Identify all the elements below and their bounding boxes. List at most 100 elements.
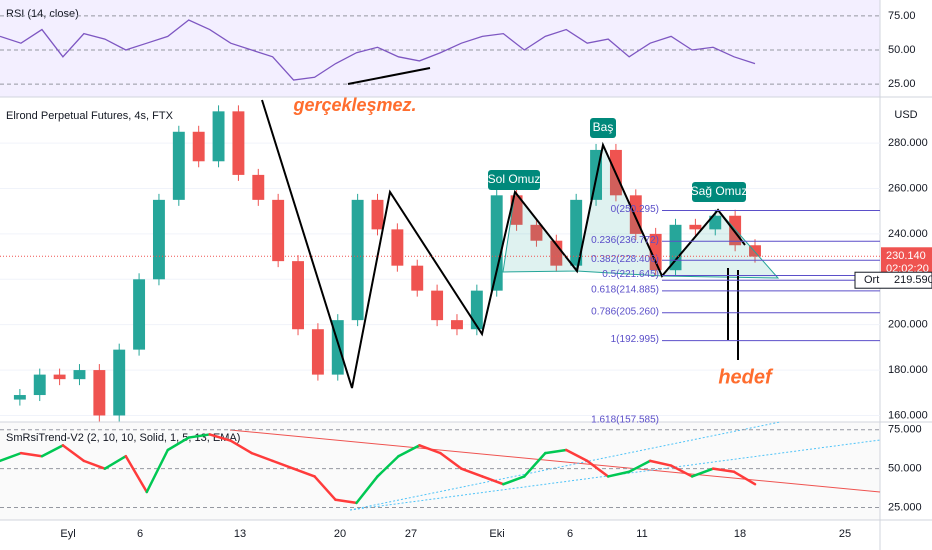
smrsi-segment (355, 475, 379, 505)
smrsi-segment (669, 464, 694, 478)
candle-body (490, 195, 503, 291)
y-tick-label: 240.000 (888, 228, 928, 240)
y-tick-label: 25.000 (888, 501, 922, 513)
y-tick-label: 25.00 (888, 78, 916, 90)
y-tick-label: 180.000 (888, 364, 928, 376)
fib-label: 0.382(228.406) (591, 254, 659, 265)
smrsi-segment (481, 475, 505, 486)
smrsi-segment (606, 470, 631, 478)
average-name: Ort (864, 274, 879, 286)
smrsi-segment (166, 436, 190, 452)
y-tick-label: 50.000 (888, 463, 922, 475)
candle-body (391, 229, 404, 266)
x-tick-label: 20 (334, 528, 346, 540)
fib-label: 0(250.295) (611, 204, 659, 215)
zigzag (261, 99, 746, 389)
candle-body (73, 370, 86, 380)
smrsi-segment (523, 451, 547, 478)
smrsi-segment (544, 448, 568, 455)
x-tick-label: 13 (234, 528, 246, 540)
smrsi-segment (711, 467, 736, 474)
smrsi-segment (40, 444, 65, 458)
candle-body (232, 111, 245, 175)
candle-body (113, 349, 126, 416)
smrsi-segment (460, 467, 484, 478)
smrsi-segment (565, 448, 589, 463)
rsi-pane (0, 0, 880, 97)
y-tick-label: 200.000 (888, 319, 928, 331)
candle-body (93, 370, 106, 416)
currency: USD (894, 109, 917, 121)
smrsi-segment (334, 498, 358, 505)
smrsi-segment (397, 444, 421, 458)
candle-body (689, 224, 702, 230)
symbol-title: Elrond Perpetual Futures, 4s, FTX (6, 110, 174, 122)
smrsi-segment (585, 459, 610, 478)
smrsi-title: SmRsiTrend-V2 (2, 10, 10, Solid, 1, 5, 1… (6, 432, 240, 444)
x-tick-label: 18 (734, 528, 746, 540)
candle-body (172, 131, 185, 200)
candle-body (152, 199, 165, 280)
smrsi-segment (187, 433, 211, 439)
smrsi-segment (690, 467, 715, 478)
candle-body (550, 240, 563, 266)
right-shoulder-label: Sağ Omuz (691, 184, 748, 198)
candle-body (749, 245, 761, 257)
smrsi-segment (732, 470, 757, 486)
candle-body (510, 195, 523, 225)
smrsi-segment (418, 444, 442, 455)
candle-body (53, 374, 66, 380)
fib-label: 0.5(221.645) (602, 269, 659, 280)
candle-body (331, 320, 344, 375)
smrsi-segment (502, 475, 526, 486)
candle-body (729, 215, 742, 246)
y-tick-label: 260.000 (888, 182, 928, 194)
smrsi-segment (229, 439, 253, 455)
pattern-drawings: Sol Omuz Baş Sağ Omuz gerçekleşmez. hede… (229, 67, 881, 511)
rsi-line (0, 19, 756, 81)
y-tick-label: 75.00 (888, 10, 916, 22)
fib-label: 1(192.995) (611, 334, 659, 345)
smrsi-segment (208, 433, 232, 442)
smrsi-segment (271, 459, 295, 470)
candle-body (411, 265, 424, 291)
candle-body (13, 395, 26, 400)
candle-body (669, 224, 682, 271)
smrsi-segment (103, 454, 128, 470)
smrsi-segment (0, 451, 23, 463)
rsi-title: RSI (14, close) (6, 8, 79, 20)
head-label: Baş (593, 120, 614, 134)
smrsi-segment (376, 454, 400, 478)
y-tick-label: 75.000 (888, 424, 922, 436)
smrsi-segment (61, 444, 86, 463)
left-shoulder-shape (502, 190, 579, 273)
x-tick-label: Eki (489, 528, 504, 540)
trend-line (229, 429, 881, 493)
candle-body (451, 320, 463, 330)
forecast-note: gerçekleşmez. (292, 95, 416, 115)
candle-body (252, 174, 265, 200)
candle-body (272, 199, 285, 262)
candle-body (133, 279, 146, 350)
divergence-line (347, 67, 431, 85)
smrsi-segment (250, 451, 274, 463)
candle-body (431, 290, 444, 321)
label-box (590, 118, 616, 138)
smrsi-segment (124, 454, 149, 494)
y-tick-label: 160.000 (888, 409, 928, 421)
x-tick-label: 25 (839, 528, 851, 540)
label-box (488, 170, 540, 190)
smrsi-segment (145, 448, 170, 494)
candle-body (311, 329, 324, 375)
candle-body (371, 199, 384, 230)
x-tick-label: 27 (405, 528, 417, 540)
candle-body (470, 290, 483, 330)
x-tick-label: 6 (137, 528, 143, 540)
trend-line (349, 439, 881, 511)
fib-label: 0.618(214.885) (591, 285, 659, 296)
left-shoulder-label: Sol Omuz (488, 172, 541, 186)
smrsi-segment (19, 451, 44, 458)
candle-body (709, 215, 722, 230)
fib-label: 1.618(157.585) (591, 415, 659, 426)
